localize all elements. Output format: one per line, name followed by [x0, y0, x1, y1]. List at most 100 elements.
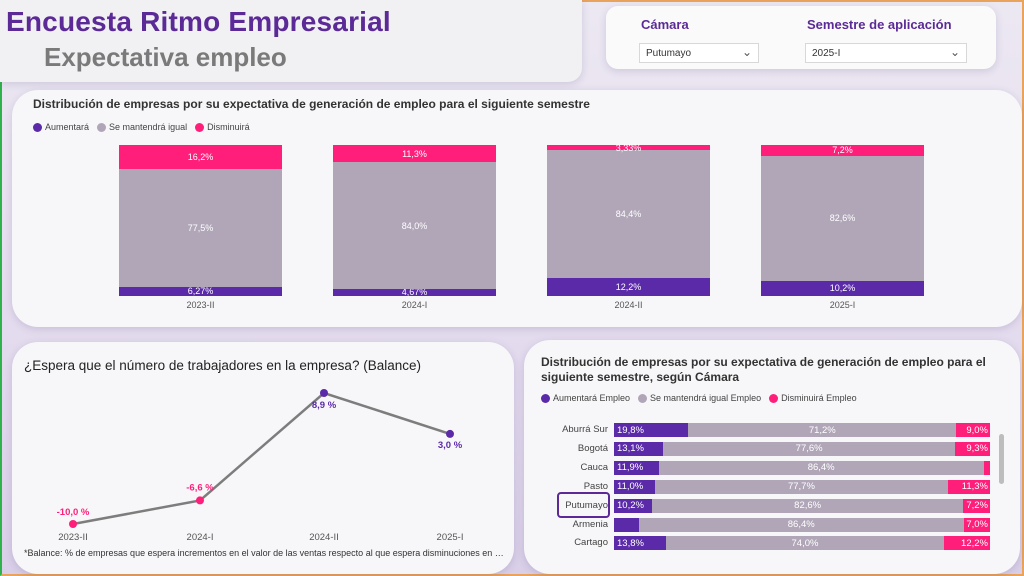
legend-label: Se mantendrá igual: [109, 122, 188, 132]
x-axis-tick-label: 2024-II: [309, 532, 339, 542]
camara-category-label: Putumayo: [565, 499, 608, 511]
legend-item[interactable]: Disminuirá Empleo: [769, 393, 857, 403]
bar-segment[interactable]: 11,9%: [614, 460, 659, 475]
bar-segment[interactable]: 7,2%: [962, 498, 990, 513]
page-subtitle: Expectativa empleo: [44, 42, 287, 72]
semester-chart-legend: Aumentará Se mantendrá igual Disminuirá: [33, 122, 250, 132]
camara-category-label: Cartago: [574, 537, 608, 549]
bar-segment[interactable]: 10,2%: [614, 498, 653, 513]
legend-item[interactable]: Disminuirá: [195, 122, 250, 132]
balance-note: *Balance: % de empresas que espera incre…: [24, 548, 504, 558]
semester-chart-title: Distribución de empresas por su expectat…: [33, 97, 590, 111]
camara-row-pasto[interactable]: Pasto 11,0% 77,7% 11,3%: [524, 479, 1004, 494]
bar-segment[interactable]: 12,2%: [944, 536, 990, 551]
balance-data-label: 3,0 %: [438, 440, 463, 451]
bar-segment[interactable]: [614, 517, 639, 532]
bar-segment[interactable]: 11,3%: [947, 479, 990, 494]
legend-dot: [33, 122, 42, 132]
bar-segment[interactable]: 6,27%: [119, 286, 282, 296]
bar-segment[interactable]: 86,4%: [638, 517, 964, 532]
balance-chart-title: ¿Espera que el número de trabajadores en…: [24, 358, 421, 373]
camara-row-cartago[interactable]: Cartago 13,8% 74,0% 12,2%: [524, 536, 1004, 551]
legend-item[interactable]: Se mantendrá igual Empleo: [638, 393, 761, 403]
camara-category-label: Armenia: [572, 518, 608, 530]
balance-point[interactable]: [320, 389, 328, 397]
balance-point[interactable]: [446, 429, 454, 438]
camara-category-label: Cauca: [580, 461, 608, 473]
camara-bar[interactable]: 86,4% 7,0%: [614, 517, 990, 532]
camara-chart-legend: Aumentará Empleo Se mantendrá igual Empl…: [541, 393, 857, 403]
bar-segment[interactable]: 77,7%: [655, 479, 948, 494]
bar-segment[interactable]: 16,2%: [119, 145, 282, 170]
semester-bar-2024-I[interactable]: 4,67% 84,0% 11,3%: [333, 145, 496, 297]
semester-distribution-panel: Distribución de empresas por su expectat…: [12, 90, 1022, 327]
bar-segment[interactable]: 9,3%: [955, 441, 990, 456]
bar-segment[interactable]: 74,0%: [665, 536, 945, 551]
legend-item[interactable]: Aumentará Empleo: [541, 393, 630, 403]
bar-segment[interactable]: 19,8%: [614, 423, 689, 437]
balance-line-chart: -10,0 % 2023-II -6,6 % 2024-I 8,9 % 2024-II 3,…: [57, 389, 464, 542]
camara-bar[interactable]: 11,9% 86,4%: [614, 460, 990, 475]
page-title: Encuesta Ritmo Empresarial: [6, 6, 391, 37]
legend-dot: [769, 393, 779, 403]
bar-segment[interactable]: [983, 460, 990, 475]
semestre-filter-label: Semestre de aplicación: [807, 17, 952, 32]
camara-row-cauca[interactable]: Cauca 11,9% 86,4%: [524, 460, 1004, 475]
camara-bar[interactable]: 19,8% 71,2% 9,0%: [614, 423, 990, 437]
bar-segment[interactable]: 84,0%: [333, 162, 496, 289]
semester-bar-2025-I[interactable]: 10,2% 82,6% 7,2%: [761, 145, 924, 296]
bar-segment[interactable]: 12,2%: [547, 277, 710, 296]
semester-bar-2024-II[interactable]: 12,2% 84,4% 3,33%: [547, 143, 710, 296]
bar-segment[interactable]: 10,2%: [761, 280, 924, 296]
bar-segment[interactable]: 3,33%: [547, 143, 710, 153]
camara-bar[interactable]: 11,0% 77,7% 11,3%: [614, 479, 990, 494]
bar-segment[interactable]: 13,8%: [614, 536, 666, 551]
bar-segment[interactable]: 77,6%: [663, 441, 956, 456]
camara-category-label: Bogotá: [577, 442, 608, 454]
title-card: Encuesta Ritmo Empresarial Expectativa e…: [0, 0, 582, 82]
legend-item[interactable]: Se mantendrá igual: [97, 122, 187, 132]
camara-bar[interactable]: 13,8% 74,0% 12,2%: [614, 536, 990, 551]
camara-dropdown[interactable]: Putumayo ⌄: [639, 43, 759, 63]
filters-card: Cámara Putumayo ⌄ Semestre de aplicación…: [606, 6, 996, 69]
bar-segment[interactable]: 11,0%: [614, 479, 656, 494]
camara-row-aburrá-sur[interactable]: Aburrá Sur 19,8% 71,2% 9,0%: [524, 423, 1004, 437]
camara-bars-area: Aburrá Sur 19,8% 71,2% 9,0% Bogotá 13,1% 77,6%…: [524, 423, 1004, 553]
bar-segment[interactable]: 71,2%: [688, 423, 957, 437]
balance-panel: ¿Espera que el número de trabajadores en…: [12, 342, 514, 574]
x-axis-tick-label: 2024-II: [614, 300, 643, 310]
bar-segment[interactable]: 7,0%: [963, 517, 990, 532]
bar-segment[interactable]: 77,5%: [119, 169, 282, 287]
bar-segment[interactable]: 13,1%: [614, 441, 664, 456]
semestre-dropdown-value: 2025-I: [812, 48, 841, 59]
bar-segment[interactable]: 9,0%: [956, 423, 990, 437]
camara-scrollbar[interactable]: [999, 434, 1004, 484]
legend-dot: [195, 122, 205, 132]
semestre-dropdown[interactable]: 2025-I ⌄: [805, 43, 967, 63]
balance-point[interactable]: [69, 520, 77, 528]
bar-segment[interactable]: 82,6%: [652, 498, 963, 513]
camara-bar[interactable]: 13,1% 77,6% 9,3%: [614, 441, 990, 456]
bar-segment[interactable]: 4,67%: [333, 287, 496, 297]
bar-segment[interactable]: 84,4%: [547, 150, 710, 278]
camara-row-armenia[interactable]: Armenia 86,4% 7,0%: [524, 517, 1004, 532]
bar-segment[interactable]: 7,2%: [761, 145, 924, 156]
camara-bar[interactable]: 10,2% 82,6% 7,2%: [614, 498, 990, 513]
camara-row-bogotá[interactable]: Bogotá 13,1% 77,6% 9,3%: [524, 441, 1004, 456]
semester-bar-2023-II[interactable]: 6,27% 77,5% 16,2%: [119, 145, 282, 296]
camara-dropdown-value: Putumayo: [646, 48, 692, 59]
balance-data-label: -6,6 %: [186, 482, 214, 493]
legend-dot: [541, 393, 550, 403]
legend-item[interactable]: Aumentará: [33, 122, 89, 132]
x-axis-tick-label: 2025-I: [437, 532, 464, 542]
legend-label: Aumentará Empleo: [553, 393, 631, 403]
bar-segment[interactable]: 86,4%: [658, 460, 984, 475]
legend-label: Se mantendrá igual Empleo: [650, 393, 762, 403]
x-axis-tick-label: 2024-I: [187, 532, 214, 542]
bar-segment[interactable]: 82,6%: [761, 155, 924, 281]
camara-row-putumayo[interactable]: Putumayo 10,2% 82,6% 7,2%: [524, 498, 1004, 513]
bar-segment[interactable]: 11,3%: [333, 145, 496, 163]
camara-category-label: Pasto: [583, 480, 608, 492]
balance-point[interactable]: [196, 496, 204, 505]
camara-distribution-panel: Distribución de empresas por su expectat…: [524, 340, 1020, 574]
